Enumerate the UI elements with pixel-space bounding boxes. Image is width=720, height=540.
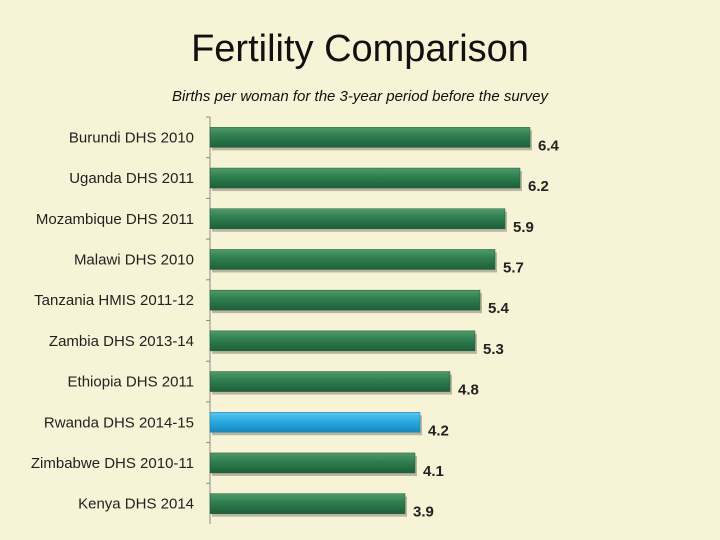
category-label: Ethiopia DHS 2011 — [68, 374, 194, 391]
bar — [209, 371, 451, 392]
category-label: Zimbabwe DHS 2010-11 — [31, 455, 194, 472]
value-label: 4.8 — [458, 382, 479, 399]
bar — [209, 330, 476, 352]
value-label: 5.3 — [483, 341, 504, 358]
value-label: 4.2 — [428, 422, 449, 439]
value-label: 3.9 — [413, 504, 434, 521]
value-label: 5.4 — [488, 300, 510, 317]
category-label: Burundi DHS 2010 — [69, 129, 194, 146]
category-label: Kenya DHS 2014 — [78, 496, 194, 513]
value-label: 5.7 — [503, 259, 524, 276]
bar — [209, 167, 521, 189]
bar — [209, 127, 531, 148]
category-label: Rwanda DHS 2014-15 — [44, 414, 194, 431]
category-label: Mozambique DHS 2011 — [36, 211, 194, 228]
value-label: 4.1 — [423, 463, 444, 480]
bar — [209, 452, 416, 474]
category-label: Malawi DHS 2010 — [74, 251, 194, 268]
bar-highlight — [209, 412, 421, 433]
chart-title: Fertility Comparison — [191, 28, 529, 70]
bar — [209, 493, 406, 514]
bar — [209, 289, 481, 311]
category-label: Uganda DHS 2011 — [69, 170, 194, 187]
bar — [209, 249, 496, 270]
value-label: 6.4 — [538, 137, 560, 154]
value-label: 5.9 — [513, 219, 534, 236]
category-label: Zambia DHS 2013-14 — [49, 333, 194, 350]
category-label: Tanzania HMIS 2011-12 — [34, 292, 194, 309]
chart-subtitle: Births per woman for the 3-year period b… — [171, 88, 549, 105]
value-label: 6.2 — [528, 178, 549, 195]
bar — [209, 208, 506, 229]
